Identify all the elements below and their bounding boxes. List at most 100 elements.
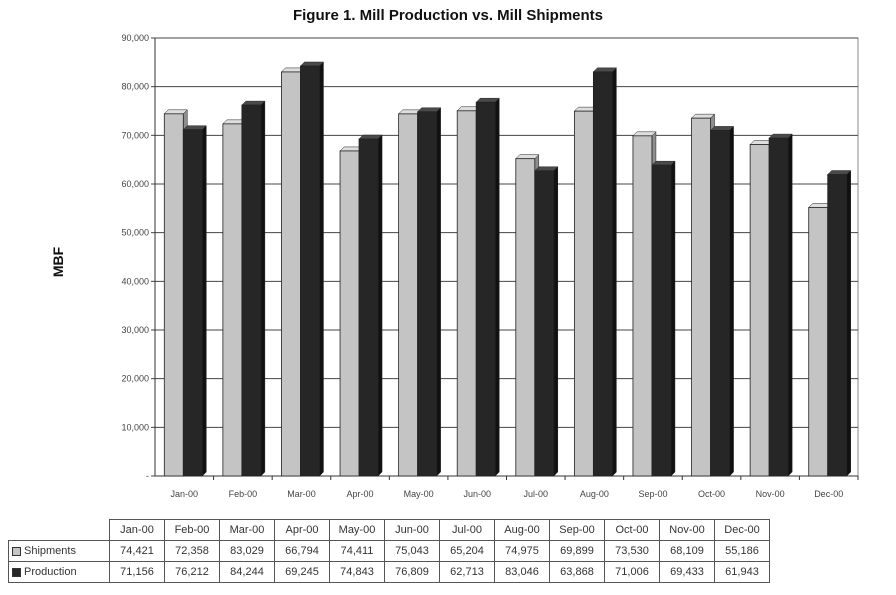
x-tick-label: Jun-00 [463, 489, 491, 499]
x-tick-label: Oct-00 [698, 489, 725, 499]
bar-top-shipments [690, 113, 716, 119]
bar-side-production [202, 125, 207, 477]
legend-entry-production: Production [8, 561, 110, 583]
table-cell: 74,975 [494, 540, 550, 562]
bar-side-production [553, 166, 559, 477]
bar-shipments [808, 207, 829, 477]
y-tick-label: 30,000 [121, 325, 149, 335]
bar-shipments [339, 150, 360, 477]
legend-label: Production [24, 566, 77, 578]
legend-swatch [12, 567, 21, 577]
table-column-header: Sep-00 [549, 519, 605, 541]
bar-top-production [241, 100, 266, 106]
bar-top-production [651, 160, 676, 166]
bar-production [827, 174, 848, 477]
table-cell: 84,244 [219, 561, 275, 583]
table-cell: 69,899 [549, 540, 605, 562]
table-cell: 66,794 [274, 540, 330, 562]
x-tick-label: Feb-00 [229, 489, 258, 499]
table-cell: 68,109 [659, 540, 715, 562]
table-row-shipments: Shipments 74,421 72,358 83,029 66,794 74,411 7… [8, 540, 770, 562]
table-cell: 75,043 [384, 540, 440, 562]
table-cell: 63,868 [549, 561, 605, 583]
bar-production [417, 111, 438, 477]
bar-side-production [377, 134, 383, 477]
table-column-header: Nov-00 [659, 519, 715, 541]
table-column-header: Apr-00 [274, 519, 330, 541]
bar-shipments [222, 123, 243, 477]
table-column-header: Aug-00 [494, 519, 550, 541]
table-cell: 83,046 [494, 561, 550, 583]
table-cell: 62,713 [439, 561, 495, 583]
bar-shipments [573, 110, 594, 477]
table-cell: 71,006 [604, 561, 660, 583]
table-cell: 65,204 [439, 540, 495, 562]
table-column-header: May-00 [329, 519, 385, 541]
bar-side-production [729, 125, 734, 477]
x-tick-label: Sep-00 [638, 489, 667, 499]
x-tick-label: Nov-00 [756, 489, 785, 499]
data-table: Jan-00 Feb-00 Mar-00 Apr-00 May-00 Jun-00 Jul-… [8, 519, 770, 583]
table-cell: 69,245 [274, 561, 330, 583]
table-column-header: Mar-00 [219, 519, 275, 541]
table-cell: 72,358 [164, 540, 220, 562]
table-row-production: Production 71,156 76,212 84,244 69,245 74,843… [8, 561, 770, 583]
y-tick-label: 40,000 [121, 276, 149, 286]
bar-side-production [260, 100, 266, 477]
table-column-header: Jun-00 [384, 519, 440, 541]
bar-top-production [417, 107, 442, 113]
bar-production [710, 130, 730, 477]
bar-chart: - 10,000 20,000 30,000 40,000 50,000 60,000 70,… [121, 33, 859, 499]
table-cell: 74,421 [109, 540, 165, 562]
bar-top-production [182, 125, 207, 130]
bar-top-production [709, 126, 735, 131]
bar-production [768, 137, 789, 477]
y-tick-label: 90,000 [121, 33, 149, 43]
bar-side-production [670, 160, 676, 477]
y-tick-label: - [146, 471, 149, 481]
bar-shipments [632, 135, 653, 477]
bar-shipments [515, 158, 536, 477]
table-cell: 74,411 [329, 540, 385, 562]
table-cell: 76,212 [164, 561, 220, 583]
bar-top-production [534, 166, 559, 172]
bar-top-production [768, 133, 793, 139]
bar-production [300, 65, 320, 477]
table-cell: 69,433 [659, 561, 715, 583]
y-tick-label: 60,000 [121, 179, 149, 189]
table-header-row: Jan-00 Feb-00 Mar-00 Apr-00 May-00 Jun-00 Jul-… [8, 519, 770, 541]
x-tick-label: Apr-00 [347, 489, 374, 499]
bar-shipments [163, 113, 184, 477]
x-tick-label: Mar-00 [287, 489, 316, 499]
table-column-header: Feb-00 [164, 519, 220, 541]
bar-production [651, 164, 672, 477]
table-cell: 73,530 [604, 540, 660, 562]
bar-shipments [691, 117, 711, 477]
table-cell: 74,843 [329, 561, 385, 583]
legend-entry-shipments: Shipments [8, 540, 110, 562]
chart-title: Figure 1. Mill Production vs. Mill Shipm… [292, 7, 604, 24]
x-tick-label: Dec-00 [814, 489, 843, 499]
bar-top-production [827, 170, 852, 175]
bar-production [592, 71, 613, 477]
bar-production [182, 129, 203, 477]
bar-top-shipments [515, 154, 540, 159]
bar-side-production [494, 97, 500, 477]
x-tick-label: Jul-00 [524, 489, 549, 499]
bar-top-shipments [163, 109, 188, 115]
bar-production [475, 101, 496, 477]
x-tick-label: May-00 [404, 489, 434, 499]
table-column-header: Dec-00 [714, 519, 770, 541]
y-tick-label: 20,000 [121, 374, 149, 384]
table-corner [8, 519, 110, 541]
legend-swatch [12, 546, 21, 556]
table-cell: 55,186 [714, 540, 770, 562]
bar-production [358, 138, 379, 477]
table-cell: 71,156 [109, 561, 165, 583]
bar-top-production [299, 61, 325, 67]
bar-shipments [456, 110, 477, 477]
bar-side-production [787, 133, 793, 477]
bar-shipments [749, 144, 770, 477]
y-tick-label: 80,000 [121, 82, 149, 92]
bar-side-production [319, 61, 324, 477]
